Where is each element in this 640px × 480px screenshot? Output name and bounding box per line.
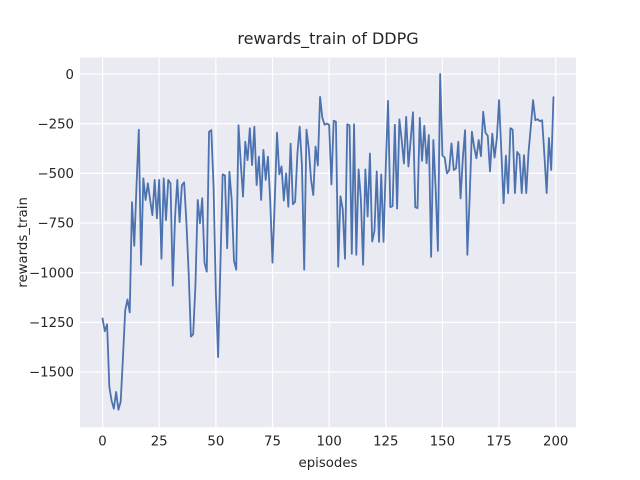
chart-title: rewards_train of DDPG	[237, 29, 418, 49]
y-tick-label: −1000	[29, 266, 74, 281]
x-tick-label: 25	[151, 435, 168, 450]
x-tick-label: 175	[486, 435, 511, 450]
y-tick-label: −750	[37, 217, 74, 232]
x-tick-label: 75	[264, 435, 281, 450]
y-tick-label: −1500	[29, 366, 74, 381]
x-axis-label: episodes	[299, 456, 358, 471]
y-tick-label: −500	[37, 167, 74, 182]
x-tick-label: 200	[543, 435, 568, 450]
x-tick-label: 125	[373, 435, 398, 450]
y-tick-label: 0	[66, 68, 74, 83]
x-axis-tick-labels: 0 25 50 75 100 125 150 175 200	[98, 435, 568, 450]
y-axis-label: rewards_train	[16, 197, 31, 288]
y-axis-tick-labels: 0 −250 −500 −750 −1000 −1250 −1500	[29, 68, 74, 381]
x-tick-label: 0	[98, 435, 106, 450]
y-tick-label: −1250	[29, 316, 74, 331]
rewards-line	[101, 73, 555, 411]
y-tick-label: −250	[37, 117, 74, 132]
x-tick-label: 100	[316, 435, 341, 450]
x-tick-label: 150	[430, 435, 455, 450]
x-tick-label: 50	[207, 435, 224, 450]
